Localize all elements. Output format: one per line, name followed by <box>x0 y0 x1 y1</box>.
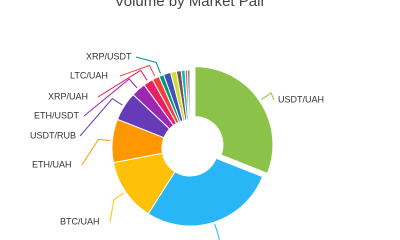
leader-line <box>260 92 275 101</box>
leader-line <box>135 56 162 74</box>
slice-label: XRP/USDT <box>86 51 132 61</box>
slice <box>194 66 274 174</box>
leader-line <box>81 138 111 166</box>
slice-label: ETH/USDT <box>34 110 80 120</box>
slice-label: BTC/UAH <box>60 216 100 226</box>
slice <box>147 157 264 227</box>
slice-label: LTC/UAH <box>70 70 108 80</box>
slice-label: USDT/UAH <box>278 94 324 104</box>
leader-line <box>214 223 220 240</box>
slice-label: USDT/RUB <box>30 130 76 140</box>
slice <box>187 69 191 121</box>
leader-line <box>97 69 148 98</box>
slice-label: ETH/UAH <box>32 159 72 169</box>
slice-label: XRP/UAH <box>48 91 88 101</box>
leader-line <box>109 192 125 223</box>
leader-line <box>79 98 123 137</box>
chart-title: Volume by Market Pair <box>115 0 266 10</box>
leader-line <box>83 78 138 117</box>
leader-line <box>119 64 156 77</box>
